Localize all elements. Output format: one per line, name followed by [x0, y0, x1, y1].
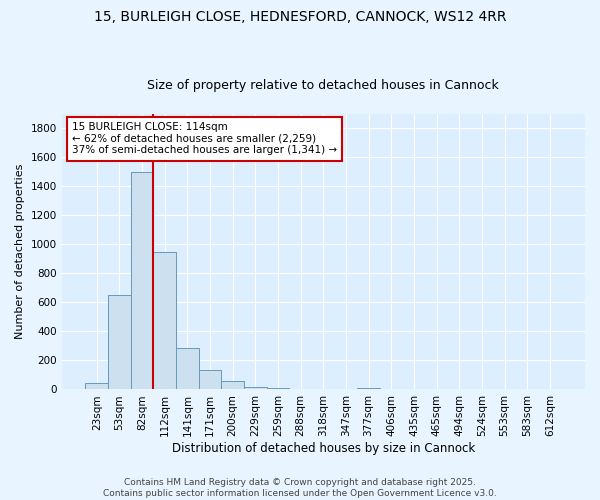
Title: Size of property relative to detached houses in Cannock: Size of property relative to detached ho…: [148, 79, 499, 92]
Bar: [85, 383, 108, 390]
Bar: [358, 388, 380, 390]
Bar: [154, 252, 176, 390]
X-axis label: Distribution of detached houses by size in Cannock: Distribution of detached houses by size …: [172, 442, 475, 455]
Bar: [221, 381, 244, 390]
Text: 15, BURLEIGH CLOSE, HEDNESFORD, CANNOCK, WS12 4RR: 15, BURLEIGH CLOSE, HEDNESFORD, CANNOCK,…: [94, 10, 506, 24]
Text: Contains HM Land Registry data © Crown copyright and database right 2025.
Contai: Contains HM Land Registry data © Crown c…: [103, 478, 497, 498]
Bar: [176, 348, 199, 390]
Bar: [108, 295, 131, 390]
Bar: [199, 370, 221, 390]
Bar: [131, 172, 154, 390]
Bar: [244, 386, 266, 390]
Text: 15 BURLEIGH CLOSE: 114sqm
← 62% of detached houses are smaller (2,259)
37% of se: 15 BURLEIGH CLOSE: 114sqm ← 62% of detac…: [72, 122, 337, 156]
Y-axis label: Number of detached properties: Number of detached properties: [15, 164, 25, 340]
Bar: [266, 388, 289, 390]
